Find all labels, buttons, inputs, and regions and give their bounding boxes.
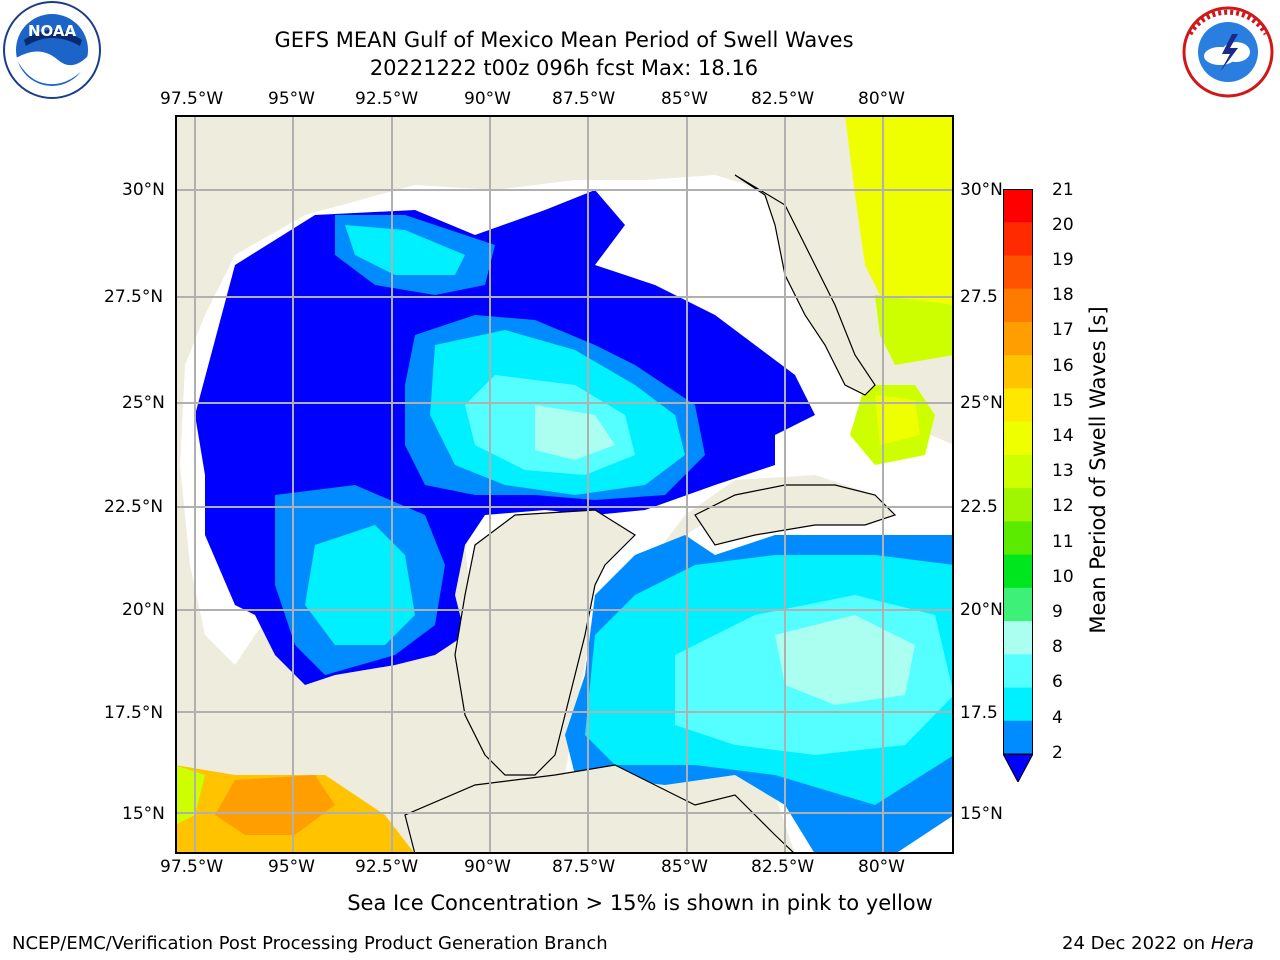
footer-date: 24 Dec 2022 on bbox=[1062, 933, 1211, 954]
cb-tick-label: 19 bbox=[1052, 250, 1074, 270]
cb-tick-label: 15 bbox=[1052, 391, 1074, 411]
cb-tick-label: 17 bbox=[1052, 320, 1074, 340]
colorbar-extend-triangle bbox=[1002, 753, 1034, 784]
cuba bbox=[694, 484, 897, 546]
colorbar-segment bbox=[1003, 654, 1033, 689]
lon-top-label: 97.5°W bbox=[160, 89, 224, 109]
colorbar-title: Mean Period of Swell Waves [s] bbox=[1086, 306, 1110, 634]
lat-right-label: 20°N bbox=[960, 600, 1003, 620]
cb-tick-label: 21 bbox=[1052, 180, 1074, 200]
cb-tick-label: 13 bbox=[1052, 461, 1074, 481]
colorbar-frame bbox=[1003, 189, 1033, 755]
noaa-logo: NOAA bbox=[0, 0, 104, 104]
lon-bottom-label: 85°W bbox=[661, 857, 708, 877]
colorbar-segment bbox=[1003, 421, 1033, 456]
lon-top-label: 80°W bbox=[858, 89, 905, 109]
lon-bottom-label: 80°W bbox=[858, 857, 905, 877]
lat-left-label: 30°N bbox=[122, 180, 165, 200]
cb-tick-label: 9 bbox=[1052, 602, 1063, 622]
lat-left-label: 15°N bbox=[122, 804, 165, 824]
chart-title-line1: GEFS MEAN Gulf of Mexico Mean Period of … bbox=[274, 28, 854, 52]
lat-left-label: 20°N bbox=[122, 600, 165, 620]
colorbar-segment bbox=[1003, 687, 1033, 722]
sea-ice-note: Sea Ice Concentration > 15% is shown in … bbox=[347, 891, 933, 915]
lon-bottom-label: 90°W bbox=[464, 857, 511, 877]
colorbar-segment bbox=[1003, 222, 1033, 256]
footer-host: Hera bbox=[1210, 933, 1254, 954]
chart-title-line2: 20221222 t00z 096h fcst Max: 18.16 bbox=[369, 56, 759, 80]
colorbar bbox=[1002, 189, 1034, 784]
colorbar-segment bbox=[1003, 454, 1033, 489]
colorbar-segment bbox=[1003, 621, 1033, 655]
lat-left-label: 25°N bbox=[122, 393, 165, 413]
lon-bottom-label: 92.5°W bbox=[355, 857, 419, 877]
colorbar-segment bbox=[1003, 521, 1033, 556]
footer-right: 24 Dec 2022 on Hera bbox=[1062, 933, 1254, 954]
lon-top-label: 87.5°W bbox=[552, 89, 616, 109]
cb-tick-label: 6 bbox=[1052, 672, 1063, 692]
lon-top-label: 92.5°W bbox=[355, 89, 419, 109]
lat-right-label: 25°N bbox=[960, 393, 1003, 413]
cb-tick-label: 11 bbox=[1052, 532, 1074, 552]
cb-tick-label: 2 bbox=[1052, 743, 1063, 763]
gulf-map bbox=[175, 115, 954, 855]
svg-text:NOAA: NOAA bbox=[28, 22, 77, 40]
map-frame bbox=[175, 115, 954, 854]
lon-top-label: 82.5°W bbox=[751, 89, 815, 109]
map-svg bbox=[175, 115, 954, 855]
cb-tick-label: 14 bbox=[1052, 426, 1074, 446]
lat-left-label: 27.5°N bbox=[104, 287, 164, 307]
lat-right-label: 17.5 bbox=[960, 703, 998, 723]
cb-tick-label: 16 bbox=[1052, 356, 1074, 376]
lon-bottom-label: 82.5°W bbox=[751, 857, 815, 877]
colorbar-segment bbox=[1003, 554, 1033, 589]
lat-right-label: 30°N bbox=[960, 180, 1003, 200]
lon-top-label: 95°W bbox=[268, 89, 315, 109]
colorbar-segment bbox=[1003, 388, 1033, 423]
florida bbox=[734, 174, 876, 396]
colorbar-segment bbox=[1003, 355, 1033, 389]
lon-top-label: 85°W bbox=[661, 89, 708, 109]
colorbar-segment bbox=[1003, 288, 1033, 323]
lat-right-label: 15°N bbox=[960, 804, 1003, 824]
colorbar-segment bbox=[1003, 321, 1033, 356]
cb-tick-label: 8 bbox=[1052, 637, 1063, 657]
central-america bbox=[404, 764, 797, 855]
cb-tick-label: 18 bbox=[1052, 285, 1074, 305]
colorbar-svg bbox=[1002, 189, 1034, 784]
cb-tick-label: 20 bbox=[1052, 215, 1074, 235]
colorbar-segment bbox=[1003, 587, 1033, 622]
colorbar-segment bbox=[1003, 720, 1033, 755]
lon-bottom-label: 87.5°W bbox=[552, 857, 616, 877]
footer-left: NCEP/EMC/Verification Post Processing Pr… bbox=[12, 933, 608, 954]
lat-right-label: 27.5 bbox=[960, 287, 998, 307]
cb-tick-label: 4 bbox=[1052, 708, 1063, 728]
lat-left-label: 17.5°N bbox=[104, 703, 164, 723]
gridlines bbox=[175, 115, 954, 854]
lat-right-label: 22.5 bbox=[960, 497, 998, 517]
lon-top-label: 90°W bbox=[464, 89, 511, 109]
colorbar-segment bbox=[1003, 189, 1033, 223]
lon-bottom-label: 97.5°W bbox=[160, 857, 224, 877]
colorbar-segment bbox=[1003, 488, 1033, 522]
colorbar-segment bbox=[1003, 255, 1033, 290]
lon-bottom-label: 95°W bbox=[268, 857, 315, 877]
cb-tick-label: 12 bbox=[1052, 496, 1074, 516]
swell-atlantic bbox=[845, 115, 954, 315]
cb-tick-label: 10 bbox=[1052, 567, 1074, 587]
yucatan bbox=[454, 509, 636, 776]
lat-left-label: 22.5°N bbox=[104, 497, 164, 517]
nws-logo bbox=[1176, 4, 1280, 100]
